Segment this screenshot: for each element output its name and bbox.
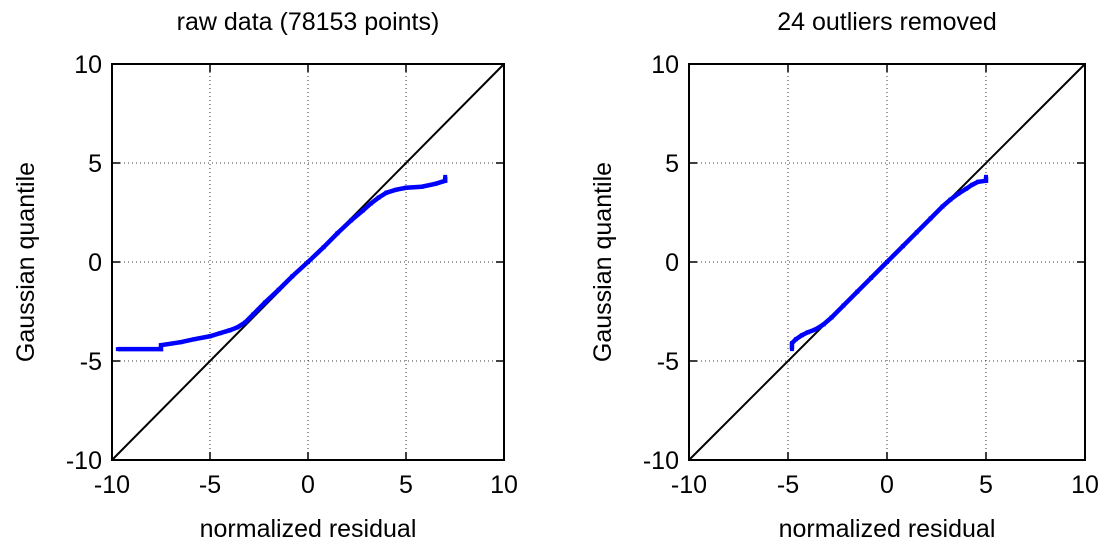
y-tick-label: 0 — [665, 249, 679, 277]
y-tick-label: -10 — [66, 447, 102, 475]
y-axis-label: Gaussian quantile — [12, 162, 40, 362]
data-point — [321, 245, 326, 250]
data-point — [235, 325, 240, 330]
y-tick-label: 10 — [651, 51, 679, 79]
y-tick-label: 5 — [88, 150, 102, 178]
data-point — [841, 303, 846, 308]
data-point — [789, 347, 794, 352]
y-tick-label: -5 — [657, 348, 679, 376]
x-tick-label: 0 — [880, 471, 894, 499]
data-point — [984, 174, 988, 179]
data-point — [227, 328, 232, 333]
data-point — [159, 343, 163, 348]
x-tick-label: 0 — [301, 471, 315, 499]
data-point — [855, 289, 860, 294]
y-axis-label: Gaussian quantile — [589, 162, 617, 362]
data-point — [956, 191, 961, 196]
data-point — [208, 334, 212, 339]
y-tick-label: -10 — [643, 447, 679, 475]
data-point — [178, 340, 183, 345]
y-tick-label: 10 — [74, 51, 102, 79]
chart-title: raw data (78153 points) — [177, 8, 440, 36]
data-point — [335, 231, 340, 236]
chart-panel-2: -10 -5 0 5 10 -10 -5 0 5 10 24 outliers removed nor… — [589, 8, 1099, 543]
data-point — [360, 208, 365, 213]
data-point — [217, 331, 222, 336]
data-point — [799, 333, 804, 338]
data-point — [793, 337, 798, 342]
x-axis-label: normalized residual — [200, 515, 417, 543]
data-point — [914, 230, 919, 235]
x-tick-label: -5 — [777, 471, 799, 499]
data-point — [443, 174, 448, 179]
x-tick-label: 10 — [490, 471, 518, 499]
data-series-line — [117, 176, 448, 352]
y-tick-label: 0 — [88, 249, 102, 277]
data-point — [984, 178, 988, 183]
data-point — [251, 312, 256, 317]
y-tick-label: -5 — [80, 348, 102, 376]
data-point — [964, 186, 969, 191]
data-point — [821, 322, 826, 327]
data-point — [243, 320, 248, 325]
data-point — [789, 341, 794, 346]
data-point — [115, 347, 120, 352]
data-point — [376, 195, 381, 200]
data-point — [433, 181, 438, 186]
data-point — [384, 190, 389, 195]
data-point — [443, 178, 448, 183]
data-point — [885, 260, 889, 264]
data-point — [349, 218, 354, 223]
chart-panel-1: -10 -5 0 5 10 -10 -5 0 5 10 raw data (78153 points… — [12, 8, 518, 543]
data-point — [948, 197, 953, 202]
data-point — [805, 330, 810, 335]
data-point — [900, 244, 905, 249]
x-tick-label: -10 — [671, 471, 707, 499]
data-point — [368, 201, 373, 206]
data-point — [394, 187, 399, 192]
data-point — [192, 337, 197, 342]
data-point — [290, 274, 295, 279]
data-point — [928, 216, 933, 221]
data-point — [829, 315, 834, 320]
data-point — [869, 275, 874, 280]
x-tick-label: 5 — [399, 471, 413, 499]
chart-title: 24 outliers removed — [777, 8, 997, 36]
x-tick-label: 5 — [979, 471, 993, 499]
x-tick-label: 10 — [1071, 471, 1099, 499]
data-point — [940, 204, 945, 209]
data-point — [159, 347, 163, 352]
x-tick-label: -10 — [94, 471, 130, 499]
data-point — [276, 287, 281, 292]
data-point — [404, 185, 408, 190]
data-point — [306, 260, 310, 264]
y-tick-label: 5 — [665, 150, 679, 178]
data-point — [976, 179, 981, 184]
x-tick-label: -5 — [199, 471, 221, 499]
data-point — [262, 300, 267, 305]
data-point — [813, 327, 818, 332]
data-point — [419, 184, 424, 189]
x-axis-label: normalized residual — [779, 515, 996, 543]
data-point — [970, 182, 975, 187]
